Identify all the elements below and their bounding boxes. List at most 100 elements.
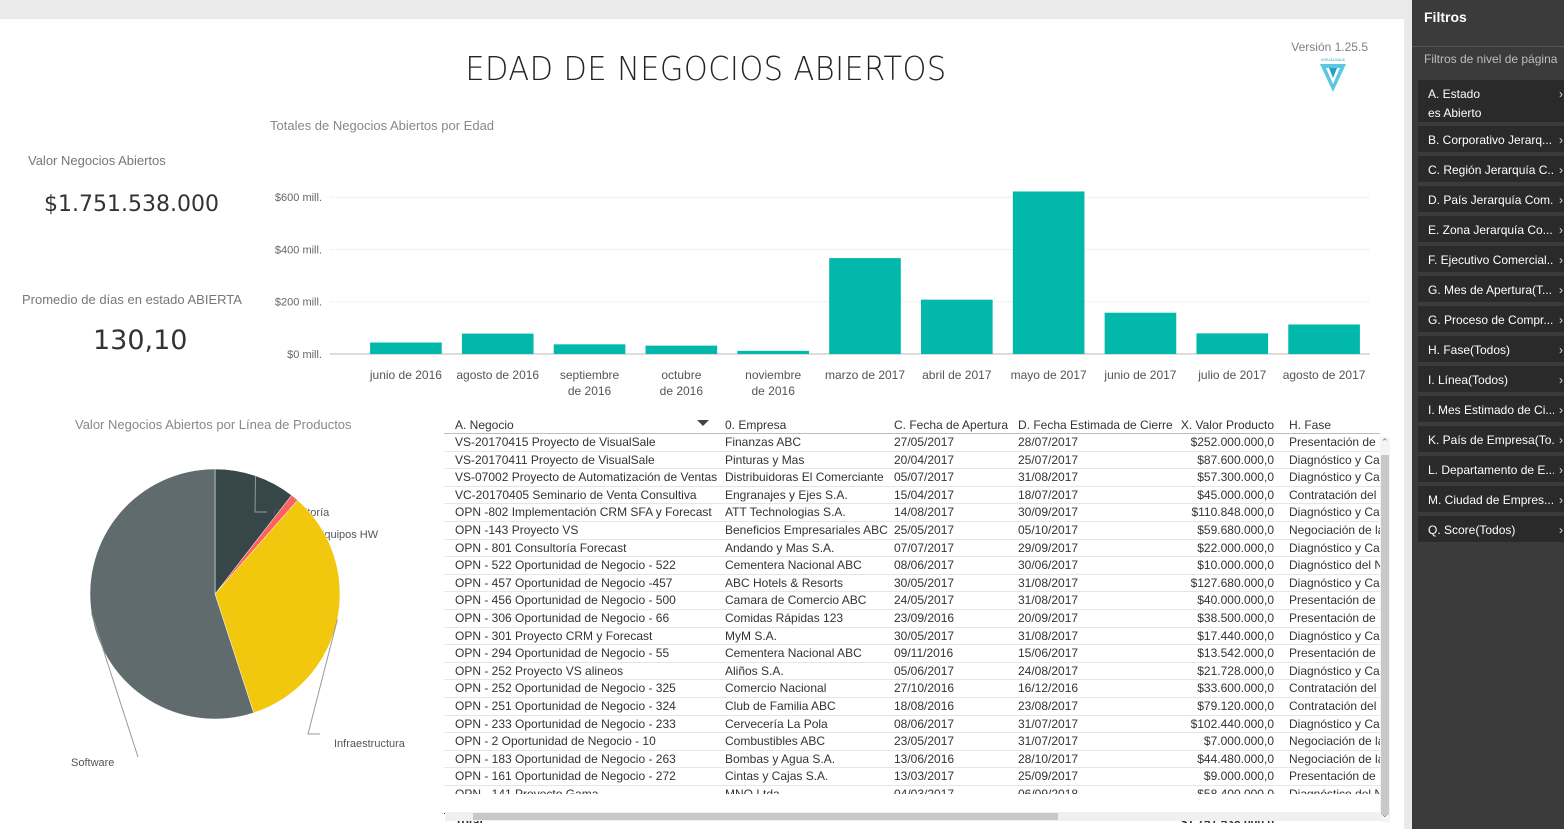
filter-label: I. Línea(Todos) — [1428, 373, 1509, 387]
filter-card[interactable]: A. Estado es Abierto › — [1418, 80, 1564, 124]
cell-fase: Negociación de la — [1289, 751, 1380, 766]
filter-card[interactable]: D. País Jerarquía Com... › — [1418, 186, 1564, 214]
x-tick-label: marzo de 2017 — [825, 368, 905, 382]
table-row[interactable]: OPN - 251 Oportunidad de Negocio - 324 Cl… — [444, 698, 1380, 716]
pie-label: Software — [71, 757, 114, 769]
cell-negocio: OPN - 141 Proyecto Gama — [455, 786, 599, 794]
chevron-right-icon[interactable]: › — [1559, 373, 1563, 387]
pie-chart[interactable]: ConsultoríaEquipos HWInfraestructuraSoft… — [40, 459, 440, 799]
filter-card[interactable]: C. Región Jerarquía C... › — [1418, 156, 1564, 184]
bar — [829, 258, 901, 354]
chevron-right-icon[interactable]: › — [1559, 403, 1563, 417]
col-header-fecha-apertura[interactable]: C. Fecha de Apertura — [894, 418, 1009, 432]
bar-chart[interactable]: $0 mill. $200 mill. $400 mill. $600 mill. ju… — [260, 154, 1380, 404]
chevron-right-icon[interactable]: › — [1559, 283, 1563, 297]
filter-label: B. Corporativo Jerarq... — [1428, 133, 1553, 147]
table-horizontal-scrollbar[interactable] — [445, 812, 1380, 821]
filter-card[interactable]: F. Ejecutivo Comercial... › — [1418, 246, 1564, 274]
chevron-right-icon[interactable]: › — [1559, 523, 1563, 537]
x-tick-label: noviembre de 2016 — [745, 368, 801, 398]
chevron-right-icon[interactable]: › — [1559, 193, 1563, 207]
filter-card[interactable]: G. Mes de Apertura(T... › — [1418, 276, 1564, 304]
cell-fase: Presentación de P — [1289, 593, 1380, 608]
table-row[interactable]: OPN -802 Implementación CRM SFA y Foreca… — [444, 504, 1380, 522]
chevron-right-icon[interactable]: › — [1559, 463, 1563, 477]
chevron-right-icon[interactable]: › — [1559, 253, 1563, 267]
col-header-empresa[interactable]: 0. Empresa — [725, 418, 787, 432]
table-vertical-scrollbar[interactable]: ⌃ ⌄ — [1380, 437, 1390, 822]
filter-card[interactable]: K. País de Empresa(To... › — [1418, 426, 1564, 454]
scroll-up-icon[interactable]: ⌃ — [1381, 437, 1389, 447]
table-row[interactable]: VC-20170405 Seminario de Venta Consultiv… — [444, 487, 1380, 505]
cell-fecha-apertura: 18/08/2016 — [894, 698, 955, 713]
cell-fecha-cierre: 16/12/2016 — [1018, 681, 1079, 696]
cell-fecha-apertura: 30/05/2017 — [894, 575, 955, 590]
cell-negocio: OPN - 457 Oportunidad de Negocio -457 — [455, 575, 673, 590]
filter-label: Q. Score(Todos) — [1428, 523, 1516, 537]
filter-card[interactable]: Q. Score(Todos) › — [1418, 516, 1564, 544]
chevron-right-icon[interactable]: › — [1559, 433, 1563, 447]
deals-table[interactable]: A. Negocio 0. Empresa C. Fecha de Apertu… — [444, 417, 1390, 823]
pie-leader-line — [254, 475, 267, 513]
cell-fecha-cierre: 06/09/2018 — [1018, 786, 1079, 794]
version-label: Versión 1.25.5 — [1291, 40, 1368, 54]
chevron-right-icon[interactable]: › — [1559, 163, 1563, 177]
table-row[interactable]: OPN -143 Proyecto VS Beneficios Empresari… — [444, 522, 1380, 540]
pie-label: Equipos HW — [317, 529, 379, 541]
table-row[interactable]: VS-20170415 Proyecto de VisualSale Finanz… — [444, 434, 1380, 452]
cell-negocio: OPN - 522 Oportunidad de Negocio - 522 — [455, 558, 676, 573]
cell-negocio: OPN - 183 Oportunidad de Negocio - 263 — [455, 751, 676, 766]
table-row[interactable]: OPN - 2 Oportunidad de Negocio - 10 Combu… — [444, 733, 1380, 751]
table-row[interactable]: OPN - 801 Consultoría Forecast Andando y … — [444, 540, 1380, 558]
filter-card[interactable]: L. Departamento de E... › — [1418, 456, 1564, 484]
chevron-right-icon[interactable]: › — [1559, 87, 1563, 101]
chevron-right-icon[interactable]: › — [1559, 223, 1563, 237]
table-row[interactable]: OPN - 456 Oportunidad de Negocio - 500 Ca… — [444, 592, 1380, 610]
filters-pane: Filtros Filtros de nivel de página A. Es… — [1412, 0, 1564, 829]
y-tick-label: $400 mill. — [275, 244, 322, 256]
cell-empresa: Cintas y Cajas S.A. — [725, 769, 829, 784]
cell-fecha-apertura: 27/10/2016 — [894, 681, 955, 696]
col-header-fase[interactable]: H. Fase — [1289, 418, 1332, 432]
cell-fecha-apertura: 27/05/2017 — [894, 435, 955, 449]
table-row[interactable]: VS-07002 Proyecto de Automatización de V… — [444, 469, 1380, 487]
filter-card[interactable]: I. Mes Estimado de Ci... › — [1418, 396, 1564, 424]
cell-fecha-apertura: 15/04/2017 — [894, 487, 955, 502]
table-row[interactable]: OPN - 233 Oportunidad de Negocio - 233 Ce… — [444, 716, 1380, 734]
chevron-right-icon[interactable]: › — [1559, 343, 1563, 357]
table-row[interactable]: OPN - 141 Proyecto Gama MNO Ltda 04/03/201… — [444, 786, 1380, 794]
table-row[interactable]: OPN - 252 Oportunidad de Negocio - 325 Co… — [444, 680, 1380, 698]
scroll-down-icon[interactable]: ⌄ — [1381, 809, 1389, 819]
table-row[interactable]: OPN - 161 Oportunidad de Negocio - 272 Ci… — [444, 768, 1380, 786]
chevron-right-icon[interactable]: › — [1559, 313, 1563, 327]
cell-negocio: OPN - 233 Oportunidad de Negocio - 233 — [455, 716, 676, 731]
chevron-right-icon[interactable]: › — [1559, 493, 1563, 507]
table-row[interactable]: VS-20170411 Proyecto de VisualSale Pintur… — [444, 452, 1380, 470]
cell-valor: $57.300.000,0 — [1197, 470, 1274, 485]
filter-card[interactable]: M. Ciudad de Empres... › — [1418, 486, 1564, 514]
cell-valor: $38.500.000,0 — [1197, 610, 1274, 625]
filter-card[interactable]: I. Línea(Todos) › — [1418, 366, 1564, 394]
table-row[interactable]: OPN - 457 Oportunidad de Negocio -457 ABC… — [444, 575, 1380, 593]
table-row[interactable]: OPN - 252 Proyecto VS alineos Aliños S.A.… — [444, 663, 1380, 681]
col-header-fecha-cierre[interactable]: D. Fecha Estimada de Cierre — [1018, 418, 1173, 432]
pie-leader-line — [307, 619, 338, 735]
cell-valor: $9.000.000,0 — [1203, 769, 1274, 784]
sort-desc-icon[interactable] — [697, 420, 709, 426]
table-row[interactable]: OPN - 294 Oportunidad de Negocio - 55 Cem… — [444, 645, 1380, 663]
cell-fecha-cierre: 31/08/2017 — [1018, 593, 1079, 608]
table-row[interactable]: OPN - 183 Oportunidad de Negocio - 263 Bo… — [444, 751, 1380, 769]
filter-card[interactable]: H. Fase(Todos) › — [1418, 336, 1564, 364]
table-row[interactable]: OPN - 522 Oportunidad de Negocio - 522 Ce… — [444, 557, 1380, 575]
col-header-valor[interactable]: X. Valor Producto — [1180, 418, 1274, 432]
filter-card[interactable]: E. Zona Jerarquía Co... › — [1418, 216, 1564, 244]
cell-fase: Diagnóstico del N — [1289, 786, 1380, 794]
col-header-negocio[interactable]: A. Negocio — [455, 418, 514, 432]
hscrollbar-thumb[interactable] — [473, 813, 1058, 820]
scrollbar-thumb[interactable] — [1381, 455, 1389, 815]
filter-card[interactable]: G. Proceso de Compr... › — [1418, 306, 1564, 334]
table-row[interactable]: OPN - 306 Oportunidad de Negocio - 66 Com… — [444, 610, 1380, 628]
filter-card[interactable]: B. Corporativo Jerarq... › — [1418, 126, 1564, 154]
table-row[interactable]: OPN - 301 Proyecto CRM y Forecast MyM S.A… — [444, 628, 1380, 646]
chevron-right-icon[interactable]: › — [1559, 133, 1563, 147]
